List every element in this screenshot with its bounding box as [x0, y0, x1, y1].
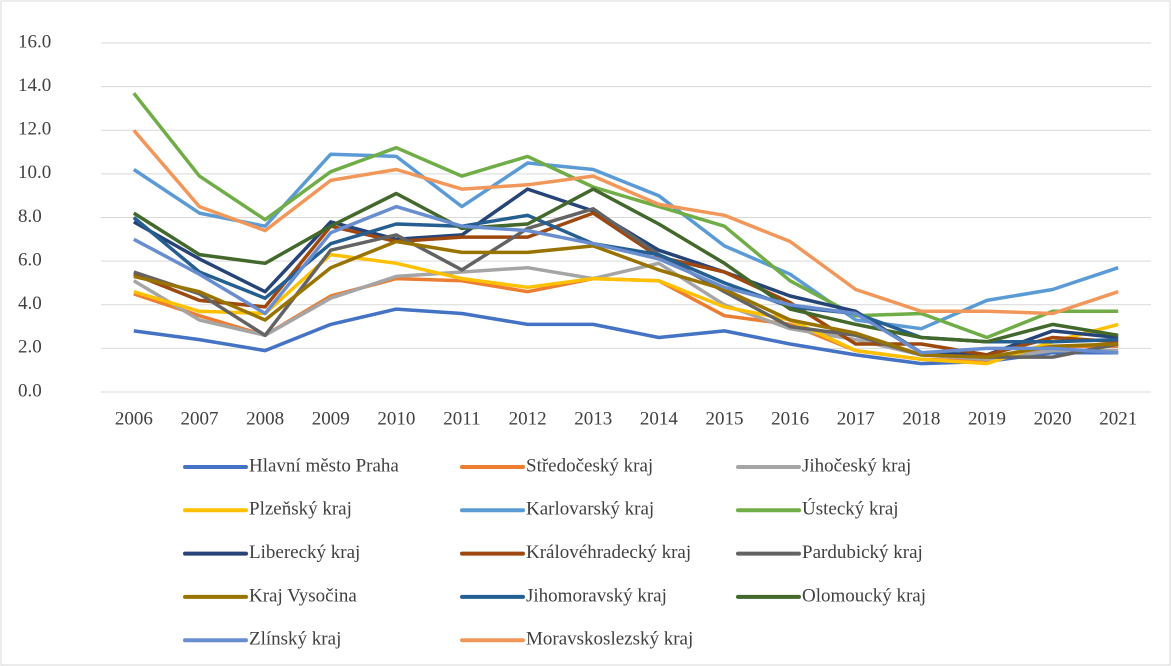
legend-label: Olomoucký kraj — [802, 585, 926, 606]
x-tick-label: 2013 — [574, 408, 612, 429]
x-tick-label: 2021 — [1099, 408, 1137, 429]
legend-label: Jihočeský kraj — [802, 455, 911, 476]
y-tick-label: 0.0 — [18, 380, 42, 401]
x-tick-label: 2018 — [902, 408, 940, 429]
x-tick-label: 2009 — [312, 408, 350, 429]
y-tick-label: 16.0 — [18, 31, 51, 52]
x-tick-label: 2016 — [771, 408, 809, 429]
x-tick-label: 2015 — [705, 408, 743, 429]
y-tick-label: 4.0 — [18, 293, 42, 314]
series-line — [132, 187, 1119, 344]
x-tick-label: 2020 — [1034, 408, 1072, 429]
x-tick-label: 2006 — [115, 408, 153, 429]
legend-label: Plzeňský kraj — [249, 499, 352, 520]
series-line — [132, 204, 1119, 355]
x-tick-label: 2014 — [640, 408, 679, 429]
legend-label: Královéhradecký kraj — [526, 542, 691, 563]
y-tick-label: 2.0 — [18, 337, 42, 358]
legend-label: Pardubický kraj — [802, 542, 923, 563]
legend-label: Karlovarský kraj — [526, 499, 654, 520]
y-tick-label: 6.0 — [18, 249, 42, 270]
x-tick-label: 2008 — [246, 408, 284, 429]
legend-label: Liberecký kraj — [249, 542, 360, 563]
x-tick-label: 2011 — [443, 408, 480, 429]
y-tick-label: 8.0 — [18, 206, 42, 227]
x-tick-label: 2012 — [509, 408, 547, 429]
legend-label: Středočeský kraj — [526, 455, 653, 476]
x-tick-label: 2010 — [377, 408, 415, 429]
series-line — [132, 92, 1119, 340]
y-tick-label: 14.0 — [18, 75, 51, 96]
legend-label: Moravskoslezský kraj — [526, 629, 693, 650]
series-line — [133, 252, 1119, 366]
x-tick-label: 2017 — [837, 408, 875, 429]
x-tick-label: 2019 — [968, 408, 1006, 429]
y-tick-label: 12.0 — [18, 119, 51, 140]
series-line — [132, 129, 1119, 316]
legend-label: Hlavní město Praha — [249, 455, 399, 476]
legend-label: Kraj Vysočina — [249, 585, 357, 606]
legend-label: Jihomoravský kraj — [526, 585, 667, 606]
x-tick-label: 2007 — [180, 408, 218, 429]
series-line — [132, 152, 1119, 331]
legend-label: Zlínský kraj — [249, 629, 341, 650]
series-line — [133, 239, 1119, 359]
legend-label: Ústecký kraj — [802, 498, 899, 520]
y-tick-label: 10.0 — [18, 162, 51, 183]
